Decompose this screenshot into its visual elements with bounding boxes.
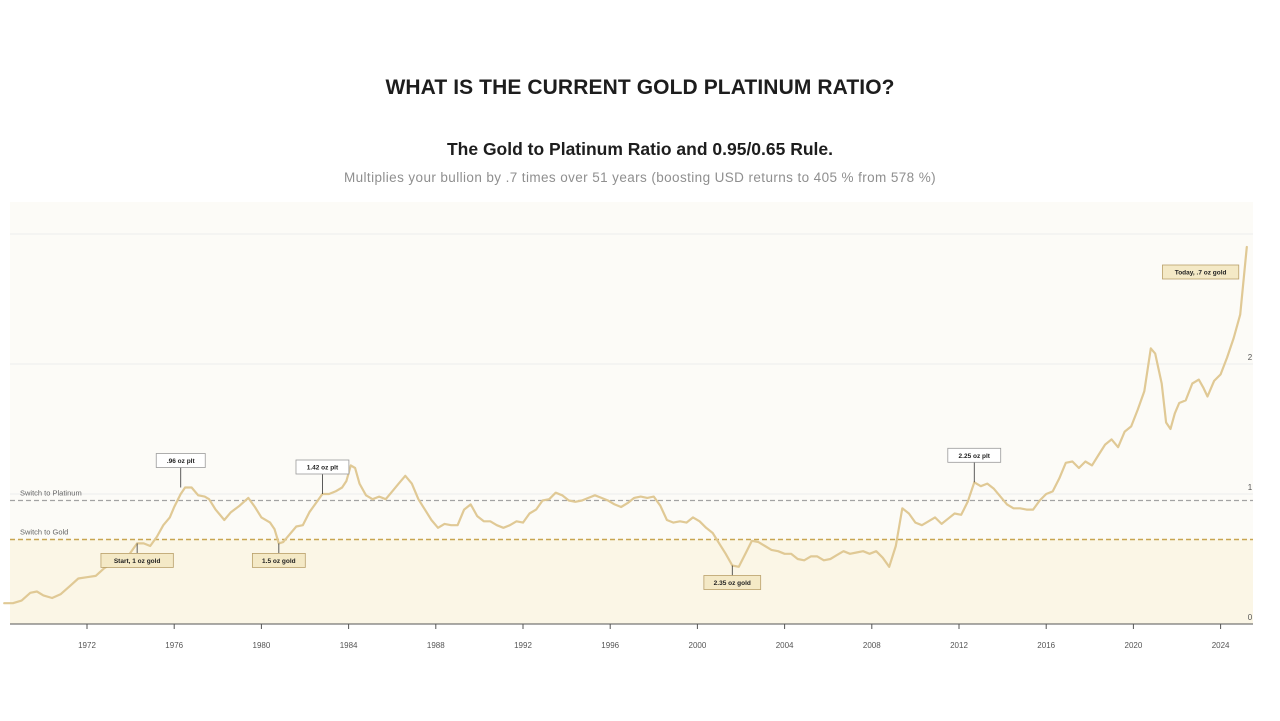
annotation-box-6 — [1162, 264, 1240, 280]
chart-subtitle: Multiplies your bullion by .7 times over… — [343, 170, 937, 185]
annotation-label: Start, 1 oz gold — [114, 558, 161, 565]
page-title: WHAT IS THE CURRENT GOLD PLATINUM RATIO? — [385, 76, 895, 99]
annotation-label: Today, .7 oz gold — [1175, 270, 1227, 277]
annotation-label: 1.5 oz gold — [262, 558, 296, 565]
x-tick-label-1972: 1972 — [78, 641, 96, 650]
plot-area — [10, 202, 1253, 624]
annotation-label: 2.25 oz plt — [959, 453, 991, 460]
y-tick-label-2: 2 — [1248, 353, 1253, 362]
threshold-lines: Switch to Platinum Switch to Gold — [10, 489, 1253, 541]
axes: 0 1 2 1972 1976 1980 1984 1988 1992 1996 2000 2004 2… — [10, 353, 1253, 650]
annotation-box-1 — [155, 453, 206, 468]
x-tick-label-1992: 1992 — [514, 641, 532, 650]
x-tick-label-2024: 2024 — [1212, 641, 1230, 650]
x-tick-label-1980: 1980 — [253, 641, 271, 650]
x-tick-label-2008: 2008 — [863, 641, 881, 650]
annotation-box-5 — [947, 447, 1002, 463]
chart-title: The Gold to Platinum Ratio and 0.95/0.65… — [446, 139, 834, 159]
gold-zone-band — [10, 539, 1253, 624]
annotation-box-2 — [251, 553, 306, 568]
x-tick-label-2004: 2004 — [776, 641, 794, 650]
x-tick-label-1988: 1988 — [427, 641, 445, 650]
x-tick-label-1984: 1984 — [340, 641, 358, 650]
annotation-label: 2.35 oz gold — [714, 580, 751, 587]
x-tick-label-1976: 1976 — [165, 641, 183, 650]
y-tick-label-1: 1 — [1248, 483, 1253, 492]
annotation-box-3 — [295, 459, 350, 475]
annotation-label: .96 oz plt — [167, 458, 196, 465]
x-tick-label-2020: 2020 — [1125, 641, 1143, 650]
x-tick-label-2000: 2000 — [689, 641, 707, 650]
annotation-box-0 — [100, 553, 174, 568]
x-tick-label-1996: 1996 — [601, 641, 619, 650]
annotation-label: 1.42 oz plt — [307, 465, 339, 472]
annotations-layer: Start, 1 oz gold .96 oz plt 1.5 oz gold 1.4… — [100, 264, 1240, 590]
series-line-gold-platinum-ratio — [3, 245, 1248, 605]
series-layer — [3, 245, 1248, 605]
annotation-box-4 — [703, 575, 762, 590]
switch-to-platinum-label: Switch to Platinum — [20, 489, 82, 498]
switch-to-gold-label: Switch to Gold — [20, 528, 68, 537]
x-tick-label-2012: 2012 — [950, 641, 968, 650]
x-tick-label-2016: 2016 — [1037, 641, 1055, 650]
y-tick-label-0: 0 — [1248, 613, 1253, 622]
